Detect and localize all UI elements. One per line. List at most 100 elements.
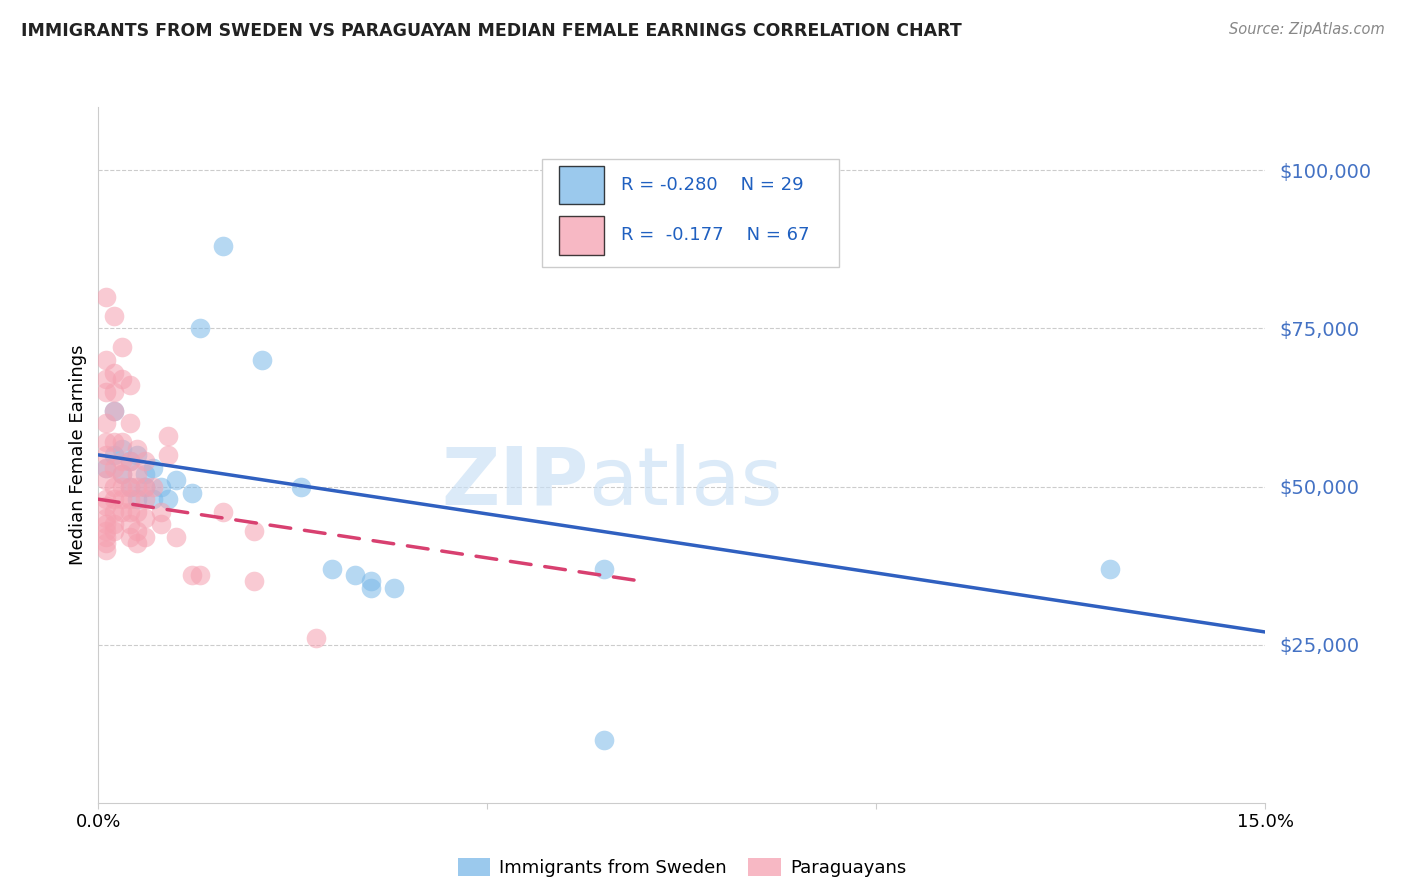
Point (103, 403, 125, 417)
Point (103, 384, 125, 399)
Point (149, 479, 172, 493)
Point (96, 499, 118, 513)
Point (360, 581, 382, 595)
Point (1098, 562, 1121, 576)
Point (111, 454, 134, 468)
Point (103, 448, 125, 462)
Point (134, 511, 156, 525)
Point (149, 505, 172, 519)
Point (111, 340, 134, 354)
Point (103, 479, 125, 493)
Y-axis label: Median Female Earnings: Median Female Earnings (69, 344, 87, 566)
Point (127, 479, 149, 493)
FancyBboxPatch shape (541, 159, 839, 267)
Point (360, 574, 382, 589)
Point (96, 448, 118, 462)
Point (134, 467, 156, 481)
Point (127, 492, 149, 507)
Point (103, 524, 125, 538)
Point (305, 632, 328, 646)
Point (142, 479, 165, 493)
Point (118, 492, 141, 507)
Point (127, 467, 149, 481)
Point (111, 372, 134, 386)
Point (127, 536, 149, 550)
Point (180, 486, 202, 500)
Point (593, 732, 616, 747)
Point (96, 517, 118, 532)
Point (96, 290, 118, 304)
Point (118, 479, 141, 493)
Legend: Immigrants from Sweden, Paraguayans: Immigrants from Sweden, Paraguayans (450, 850, 914, 884)
Point (96, 492, 118, 507)
Point (127, 524, 149, 538)
Point (188, 321, 211, 335)
Point (127, 505, 149, 519)
Point (157, 429, 180, 443)
Point (103, 505, 125, 519)
Text: ZIP: ZIP (441, 443, 589, 522)
Point (188, 568, 211, 582)
Point (118, 479, 141, 493)
Point (118, 417, 141, 431)
Point (180, 568, 202, 582)
Text: Source: ZipAtlas.com: Source: ZipAtlas.com (1229, 22, 1385, 37)
Point (157, 492, 180, 507)
Point (382, 581, 405, 595)
Point (103, 435, 125, 450)
Point (243, 574, 266, 589)
Point (111, 467, 134, 481)
Point (103, 403, 125, 417)
Point (96, 473, 118, 487)
Point (103, 309, 125, 323)
Point (103, 366, 125, 380)
Point (593, 562, 616, 576)
Point (96, 353, 118, 368)
Point (344, 568, 367, 582)
FancyBboxPatch shape (560, 166, 603, 204)
Point (111, 479, 134, 493)
Point (96, 460, 118, 475)
Point (111, 435, 134, 450)
Text: atlas: atlas (589, 443, 783, 522)
Point (212, 505, 235, 519)
Point (142, 492, 165, 507)
Point (134, 530, 156, 544)
Point (134, 454, 156, 468)
Point (243, 524, 266, 538)
FancyBboxPatch shape (560, 216, 603, 254)
Point (127, 442, 149, 456)
Point (118, 454, 141, 468)
Point (96, 460, 118, 475)
Point (142, 460, 165, 475)
Text: R =  -0.177    N = 67: R = -0.177 N = 67 (621, 227, 810, 244)
Point (96, 435, 118, 450)
Point (165, 473, 187, 487)
Point (134, 492, 156, 507)
Point (118, 454, 141, 468)
Point (290, 479, 312, 493)
Text: R = -0.280    N = 29: R = -0.280 N = 29 (621, 177, 804, 194)
Point (118, 378, 141, 392)
Point (149, 517, 172, 532)
Point (96, 372, 118, 386)
Point (134, 479, 156, 493)
Point (165, 530, 187, 544)
Point (127, 448, 149, 462)
Point (96, 524, 118, 538)
Point (103, 492, 125, 507)
Point (103, 460, 125, 475)
Text: IMMIGRANTS FROM SWEDEN VS PARAGUAYAN MEDIAN FEMALE EARNINGS CORRELATION CHART: IMMIGRANTS FROM SWEDEN VS PARAGUAYAN MED… (21, 22, 962, 40)
Point (118, 530, 141, 544)
Point (96, 417, 118, 431)
Point (111, 442, 134, 456)
Point (103, 517, 125, 532)
Point (96, 542, 118, 557)
Point (157, 448, 180, 462)
Point (134, 479, 156, 493)
Point (118, 505, 141, 519)
Point (111, 492, 134, 507)
Point (212, 239, 235, 253)
Point (96, 511, 118, 525)
Point (250, 353, 273, 368)
